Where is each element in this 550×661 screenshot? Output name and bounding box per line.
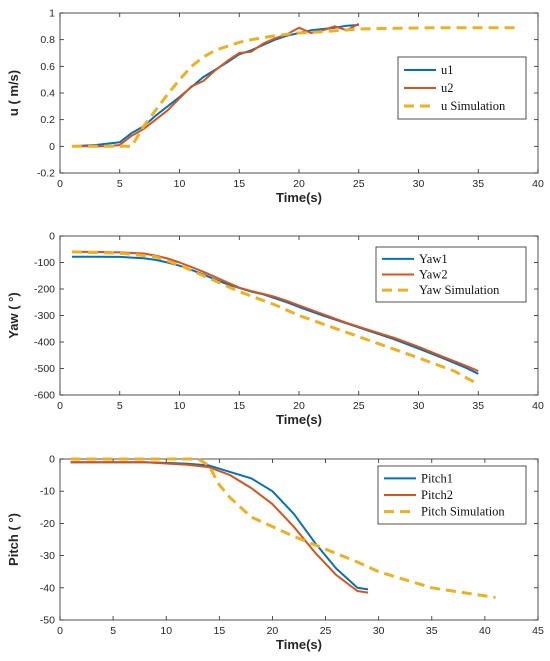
chart-3-x-axis-label: Time(s) [276, 637, 322, 652]
chart-3-legend-label-3: Pitch Simulation [421, 505, 505, 519]
chart-2-x-tick-label: 35 [472, 400, 484, 412]
chart-2-legend-label-2: Yaw2 [419, 268, 448, 282]
chart-3-series-2-line [70, 461, 369, 594]
chart-1-x-tick-label: 15 [233, 178, 245, 190]
chart-1-legend-label-1: u1 [441, 63, 454, 77]
chart-3-x-tick-label: 45 [532, 625, 544, 637]
chart-3-x-tick-label: 5 [110, 625, 116, 637]
chart-1-y-tick-label: 0.6 [40, 61, 55, 73]
chart-3-y-tick-label: -50 [40, 615, 55, 627]
chart-2-x-tick-label: 40 [532, 400, 544, 412]
chart-1-y-tick-label: 0 [49, 141, 55, 153]
chart-1: 0 5 10 15 20 25 30 35 40-0.200.20.40.60.81Time(s… [6, 8, 544, 206]
chart-2-y-tick-label: -200 [34, 284, 55, 296]
chart-2-x-tick-label: 0 [57, 400, 63, 412]
chart-3-y-tick-label: 0 [49, 454, 55, 466]
chart-1-legend-label-2: u2 [441, 81, 454, 95]
chart-3-y-tick-label: -40 [40, 582, 55, 594]
chart-1-x-tick-label: 30 [413, 178, 425, 190]
chart-2-y-tick-label: -100 [34, 257, 55, 269]
chart-3-x-tick-label: 30 [373, 625, 385, 637]
chart-2-legend-label-1: Yaw1 [419, 252, 448, 266]
chart-3-y-axis-label: Pitch ( °) [6, 513, 21, 566]
chart-1-x-tick-label: 35 [472, 178, 484, 190]
chart-2-y-axis-label: Yaw ( °) [6, 292, 21, 338]
chart-3-x-tick-label: 25 [320, 625, 332, 637]
chart-2-x-axis-label: Time(s) [276, 412, 322, 427]
chart-1-x-tick-label: 5 [117, 178, 123, 190]
chart-1-x-tick-label: 0 [57, 178, 63, 190]
chart-1-legend-label-3: u Simulation [441, 99, 506, 113]
chart-3-x-tick-label: 10 [160, 625, 172, 637]
chart-2-x-tick-label: 30 [413, 400, 425, 412]
chart-3-x-tick-label: 0 [57, 625, 63, 637]
chart-1-y-axis-label: u ( m/s) [6, 70, 21, 116]
chart-2-x-tick-label: 10 [174, 400, 186, 412]
chart-3-x-tick-label: 40 [479, 625, 491, 637]
chart-1-y-tick-label: 0.8 [40, 34, 55, 46]
chart-3-series-3-line [70, 457, 496, 599]
chart-1-x-tick-label: 20 [293, 178, 305, 190]
chart-2-y-tick-label: -300 [34, 310, 55, 322]
chart-1-series-3-line [72, 26, 521, 148]
chart-3-y-tick-label: -20 [40, 518, 55, 530]
chart-1-x-tick-label: 40 [532, 178, 544, 190]
chart-2-x-tick-label: 5 [117, 400, 123, 412]
chart-2-y-tick-label: -500 [34, 363, 55, 375]
chart-3: 0 5 10 15 20 25 30 35 40 45 -50 -40 -30 -20 -10 0 Time(s… [6, 454, 544, 653]
chart-2-x-tick-label: 20 [293, 400, 305, 412]
chart-3-x-tick-label: 20 [267, 625, 279, 637]
chart-3-x-tick-label: 35 [426, 625, 438, 637]
chart-1-y-tick-label: 1 [49, 8, 55, 20]
chart-1-x-tick-label: 10 [174, 178, 186, 190]
chart-1-y-tick-label: 0.4 [40, 88, 55, 100]
chart-3-legend: Pitch1 Pitch2 Pitch Simulation [377, 465, 527, 525]
chart-3-x-tick-label: 15 [213, 625, 225, 637]
chart-2-y-tick-label: 0 [49, 231, 55, 243]
chart-3-y-tick-label: -30 [40, 550, 55, 562]
chart-2-series-3-line [71, 250, 480, 386]
chart-1-y-tick-label: 0.2 [40, 114, 55, 126]
chart-1-x-tick-label: 25 [353, 178, 365, 190]
chart-2-y-tick-label: -400 [34, 337, 55, 349]
chart-2-legend-label-3: Yaw Simulation [419, 283, 500, 297]
chart-2: 0 5 10 15 20 25 30 35 40 -600 -500 -400 -300 -200 -100… [6, 231, 544, 428]
chart-3-legend-label-1: Pitch1 [421, 471, 453, 485]
chart-1-legend: u1 u2 u Simulation [397, 56, 527, 120]
chart-3-y-tick-label: -10 [40, 486, 55, 498]
chart-2-x-tick-label: 15 [233, 400, 245, 412]
chart-3-legend-label-2: Pitch2 [421, 488, 453, 502]
chart-2-x-tick-label: 25 [353, 400, 365, 412]
chart-1-x-axis-label: Time(s) [276, 190, 322, 205]
chart-2-y-tick-label: -600 [34, 390, 55, 402]
chart-1-y-tick-label: -0.2 [37, 168, 55, 180]
